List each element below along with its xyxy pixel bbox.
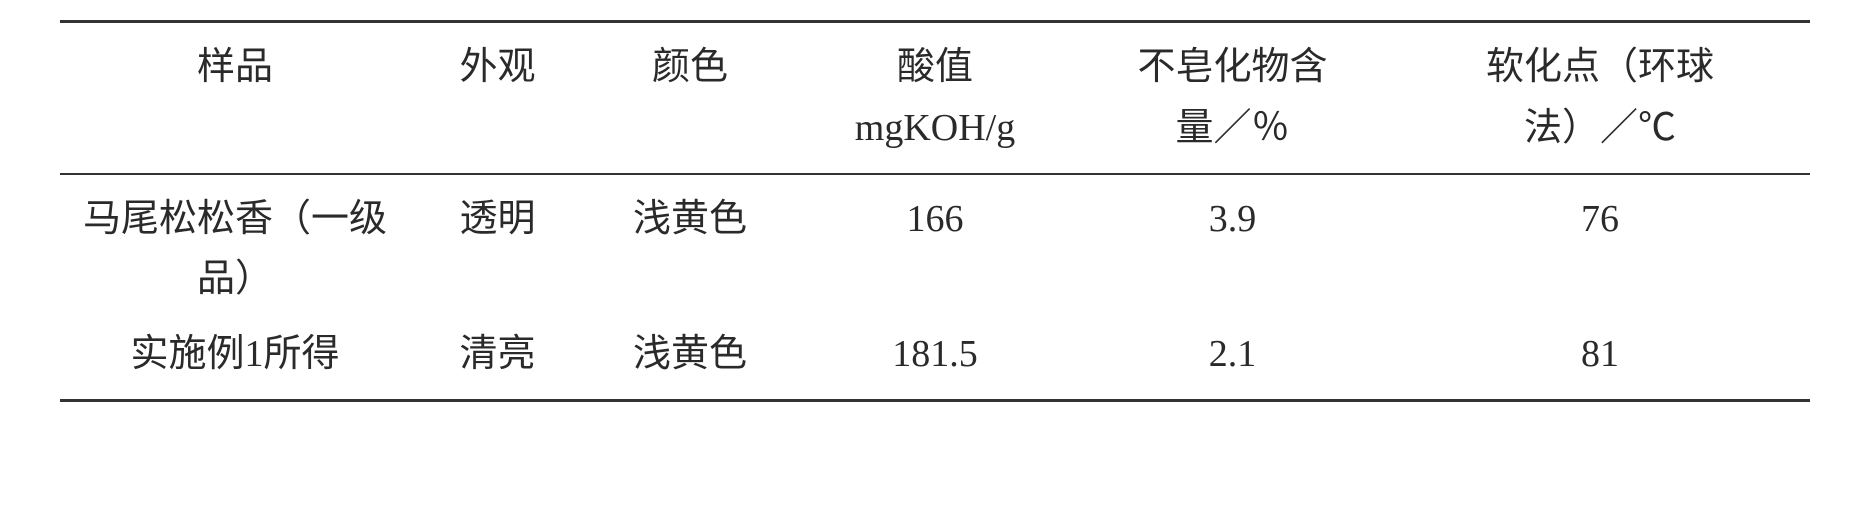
cell-color: 浅黄色 xyxy=(585,174,795,250)
th-sample: 样品 xyxy=(60,22,410,98)
th-color-sub xyxy=(585,98,795,174)
table-row: 实施例1所得 清亮 浅黄色 181.5 2.1 81 xyxy=(60,310,1810,400)
th-appearance: 外观 xyxy=(410,22,585,98)
th-color: 颜色 xyxy=(585,22,795,98)
th-acid-value-sub: mgKOH/g xyxy=(795,98,1075,174)
cell-sample-l2: 品） xyxy=(60,249,410,310)
cell-blank xyxy=(1075,249,1390,310)
cell-blank xyxy=(795,249,1075,310)
th-acid-value: 酸值 xyxy=(795,22,1075,98)
cell-blank xyxy=(585,249,795,310)
table-row: 品） xyxy=(60,249,1810,310)
cell-sample-l1: 实施例1所得 xyxy=(60,310,410,400)
th-sample-sub xyxy=(60,98,410,174)
th-unsaponifiable: 不皂化物含 xyxy=(1075,22,1390,98)
cell-appearance: 透明 xyxy=(410,174,585,250)
cell-unsap: 3.9 xyxy=(1075,174,1390,250)
th-appearance-sub xyxy=(410,98,585,174)
page: 样品 外观 颜色 酸值 不皂化物含 软化点（环球 mgKOH/g 量／％ 法）／… xyxy=(0,0,1870,525)
cell-soft: 81 xyxy=(1390,310,1810,400)
cell-soft: 76 xyxy=(1390,174,1810,250)
cell-blank xyxy=(410,249,585,310)
cell-blank xyxy=(1390,249,1810,310)
cell-unsap: 2.1 xyxy=(1075,310,1390,400)
cell-sample-l1: 马尾松松香（一级 xyxy=(60,174,410,250)
cell-color: 浅黄色 xyxy=(585,310,795,400)
table-row: 马尾松松香（一级 透明 浅黄色 166 3.9 76 xyxy=(60,174,1810,250)
th-unsaponifiable-sub: 量／％ xyxy=(1075,98,1390,174)
th-softening-point: 软化点（环球 xyxy=(1390,22,1810,98)
th-softening-point-sub: 法）／℃ xyxy=(1390,98,1810,174)
cell-acid: 181.5 xyxy=(795,310,1075,400)
cell-acid: 166 xyxy=(795,174,1075,250)
cell-appearance: 清亮 xyxy=(410,310,585,400)
rosin-properties-table: 样品 外观 颜色 酸值 不皂化物含 软化点（环球 mgKOH/g 量／％ 法）／… xyxy=(60,20,1810,402)
